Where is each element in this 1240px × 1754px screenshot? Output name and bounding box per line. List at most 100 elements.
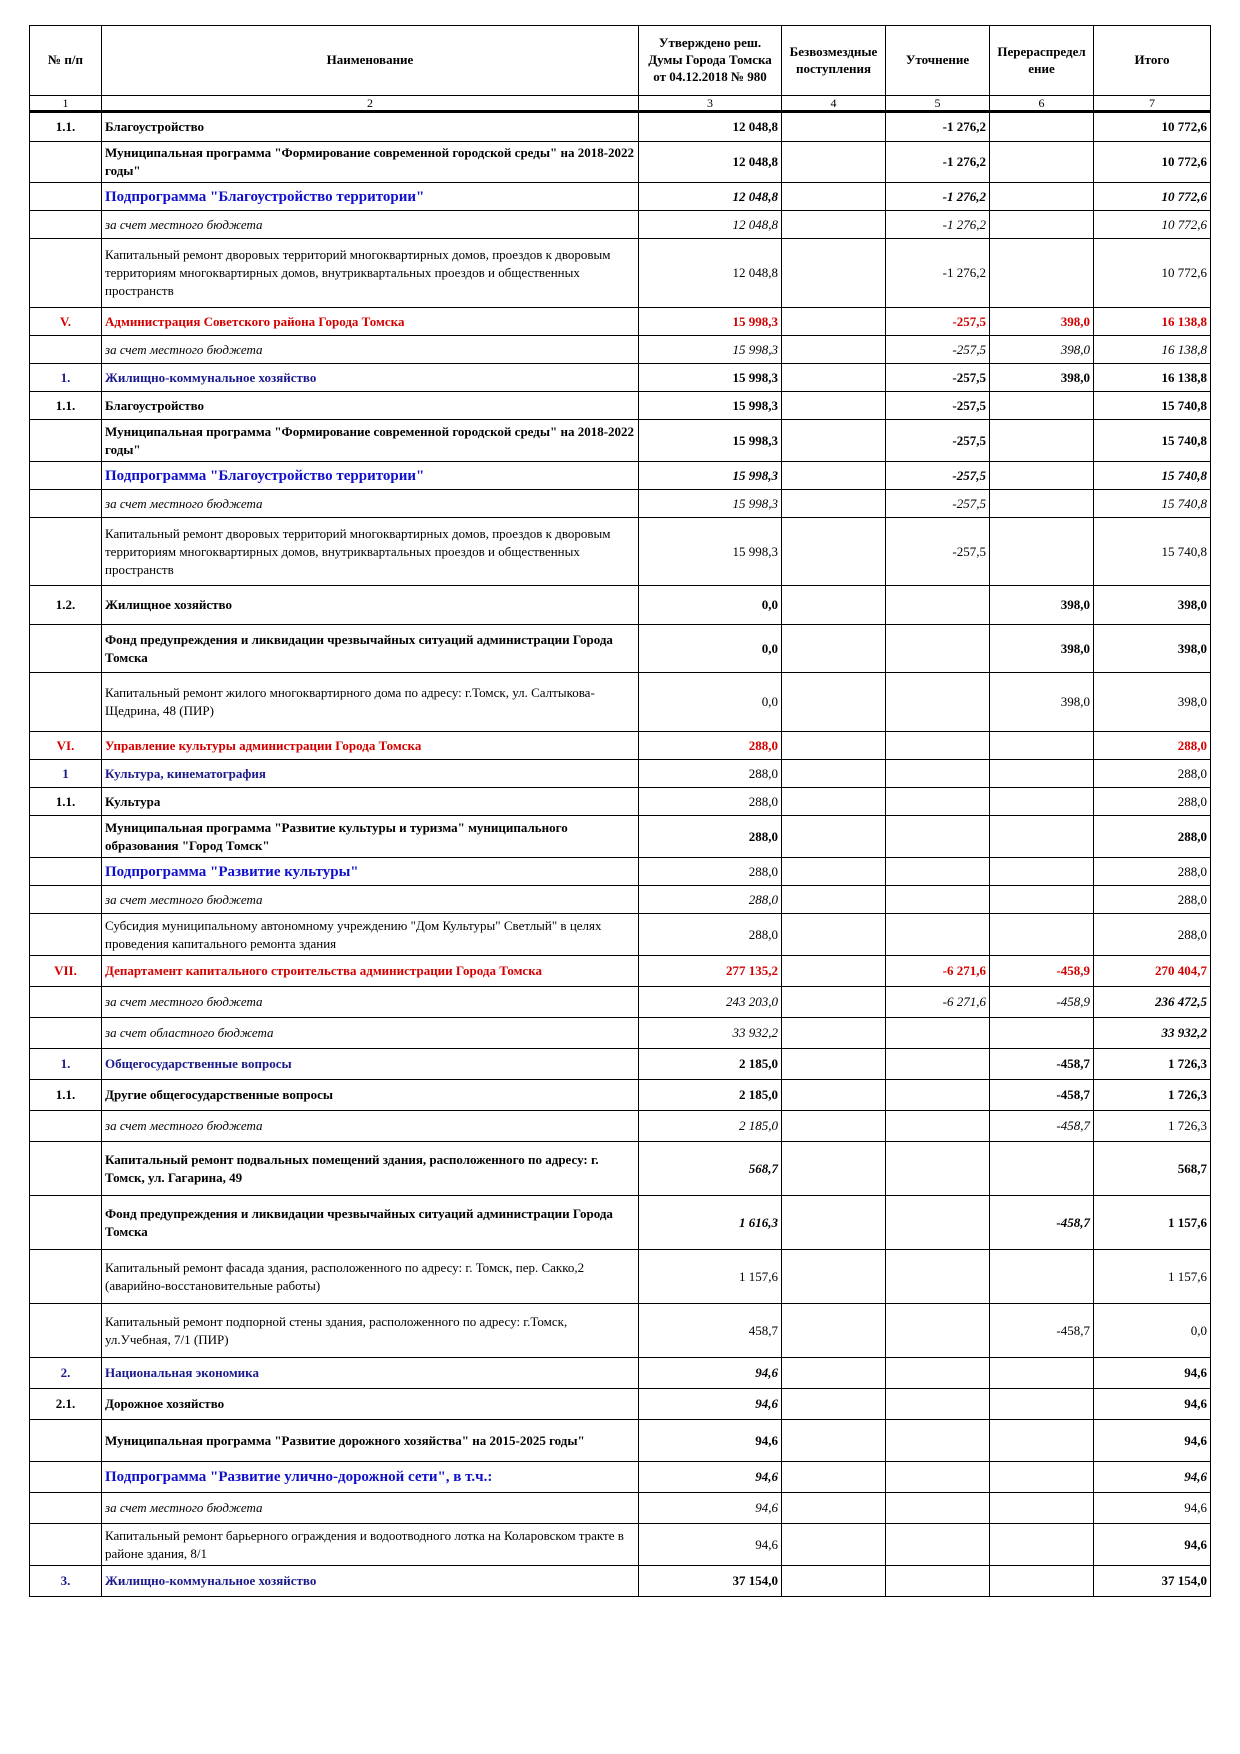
row-number (29, 986, 102, 1018)
cell-clarification (885, 1110, 990, 1142)
cell-approved: 277 135,2 (638, 955, 782, 987)
row-number (29, 210, 102, 239)
cell-approved: 12 048,8 (638, 238, 782, 308)
cell-total: 288,0 (1093, 913, 1211, 956)
cell-redistribution: 398,0 (989, 624, 1094, 673)
cell-redistribution (989, 1492, 1094, 1524)
table-row: Капитальный ремонт дворовых территорий м… (29, 517, 1211, 586)
header-approved: Утверждено реш. Думы Города Томска от 04… (638, 25, 782, 96)
cell-clarification (885, 1195, 990, 1250)
cell-free-receipts (781, 363, 886, 392)
table-row: за счет местного бюджета 288,0 288,0 (29, 885, 1211, 914)
cell-total: 1 726,3 (1093, 1048, 1211, 1080)
row-name: за счет местного бюджета (101, 1492, 639, 1524)
cell-total: 288,0 (1093, 731, 1211, 760)
header-name: Наименование (101, 25, 639, 96)
row-number (29, 1110, 102, 1142)
cell-redistribution: -458,9 (989, 986, 1094, 1018)
table-row: Субсидия муниципальному автономному учре… (29, 913, 1211, 956)
row-number (29, 238, 102, 308)
cell-approved: 288,0 (638, 815, 782, 858)
cell-total: 94,6 (1093, 1523, 1211, 1566)
header-redistribute: Перераспредел ение (989, 25, 1094, 96)
cell-approved: 94,6 (638, 1419, 782, 1462)
header-num: № п/п (29, 25, 102, 96)
cell-clarification (885, 731, 990, 760)
row-number (29, 489, 102, 518)
cell-clarification (885, 787, 990, 816)
table-row: Капитальный ремонт фасада здания, распол… (29, 1249, 1211, 1304)
cell-clarification (885, 1303, 990, 1358)
row-number (29, 913, 102, 956)
table-row: за счет местного бюджета 12 048,8 -1 276,2… (29, 210, 1211, 239)
cell-redistribution (989, 1017, 1094, 1049)
cell-clarification (885, 1523, 990, 1566)
cell-approved: 15 998,3 (638, 517, 782, 586)
cell-redistribution: 398,0 (989, 585, 1094, 625)
table-row: Подпрограмма "Благоустройство территории… (29, 182, 1211, 211)
table-row: Подпрограмма "Благоустройство территории… (29, 461, 1211, 490)
cell-clarification: -257,5 (885, 461, 990, 490)
cell-redistribution (989, 141, 1094, 183)
row-number: VI. (29, 731, 102, 760)
cell-free-receipts (781, 141, 886, 183)
cell-approved: 12 048,8 (638, 210, 782, 239)
cell-approved: 0,0 (638, 672, 782, 732)
cell-redistribution (989, 238, 1094, 308)
cell-total: 94,6 (1093, 1357, 1211, 1389)
cell-total: 15 740,8 (1093, 517, 1211, 586)
cell-redistribution (989, 1523, 1094, 1566)
cell-approved: 0,0 (638, 585, 782, 625)
table-header: № п/п Наименование Утверждено реш. Думы … (29, 25, 1211, 113)
row-number (29, 1249, 102, 1304)
row-name: за счет местного бюджета (101, 986, 639, 1018)
row-name: за счет местного бюджета (101, 210, 639, 239)
cell-total: 15 740,8 (1093, 419, 1211, 462)
table-row: Подпрограмма "Развитие улично-дорожной с… (29, 1461, 1211, 1493)
cell-redistribution (989, 1249, 1094, 1304)
cell-total: 16 138,8 (1093, 363, 1211, 392)
cell-free-receipts (781, 1249, 886, 1304)
cell-free-receipts (781, 1492, 886, 1524)
cell-total: 37 154,0 (1093, 1565, 1211, 1597)
table-row: 1. Общегосударственные вопросы 2 185,0 -458… (29, 1048, 1211, 1080)
table-row: 1.1. Другие общегосударственные вопросы 2 … (29, 1079, 1211, 1111)
cell-total: 10 772,6 (1093, 238, 1211, 308)
cell-approved: 458,7 (638, 1303, 782, 1358)
cell-redistribution (989, 1141, 1094, 1196)
table-row: V. Администрация Советского района Города… (29, 307, 1211, 336)
cell-total: 236 472,5 (1093, 986, 1211, 1018)
cell-free-receipts (781, 238, 886, 308)
cell-approved: 1 616,3 (638, 1195, 782, 1250)
cell-clarification: -257,5 (885, 307, 990, 336)
cell-redistribution (989, 419, 1094, 462)
row-name: Капитальный ремонт фасада здания, распол… (101, 1249, 639, 1304)
row-name: Муниципальная программа "Развитие дорожн… (101, 1419, 639, 1462)
row-name: Общегосударственные вопросы (101, 1048, 639, 1080)
cell-total: 398,0 (1093, 624, 1211, 673)
cell-approved: 15 998,3 (638, 363, 782, 392)
row-number: 1.1. (29, 111, 102, 142)
cell-free-receipts (781, 986, 886, 1018)
table-row: 1.1. Благоустройство 12 048,8 -1 276,2 10 77… (29, 111, 1211, 142)
row-name: Культура (101, 787, 639, 816)
cell-free-receipts (781, 731, 886, 760)
cell-clarification (885, 1388, 990, 1420)
row-number (29, 672, 102, 732)
cell-redistribution (989, 787, 1094, 816)
cell-free-receipts (781, 672, 886, 732)
cell-clarification: -1 276,2 (885, 182, 990, 211)
table-row: Фонд предупреждения и ликвидации чрезвыч… (29, 1195, 1211, 1250)
cell-total: 568,7 (1093, 1141, 1211, 1196)
row-number (29, 1303, 102, 1358)
cell-redistribution (989, 1565, 1094, 1597)
row-name: Капитальный ремонт дворовых территорий м… (101, 238, 639, 308)
cell-clarification: -1 276,2 (885, 141, 990, 183)
table-row: Муниципальная программа "Развитие дорожн… (29, 1419, 1211, 1462)
column-index: 3 (638, 95, 782, 113)
cell-clarification (885, 1017, 990, 1049)
cell-approved: 12 048,8 (638, 141, 782, 183)
row-number: 1.2. (29, 585, 102, 625)
cell-redistribution: -458,7 (989, 1195, 1094, 1250)
row-name: Фонд предупреждения и ликвидации чрезвыч… (101, 624, 639, 673)
